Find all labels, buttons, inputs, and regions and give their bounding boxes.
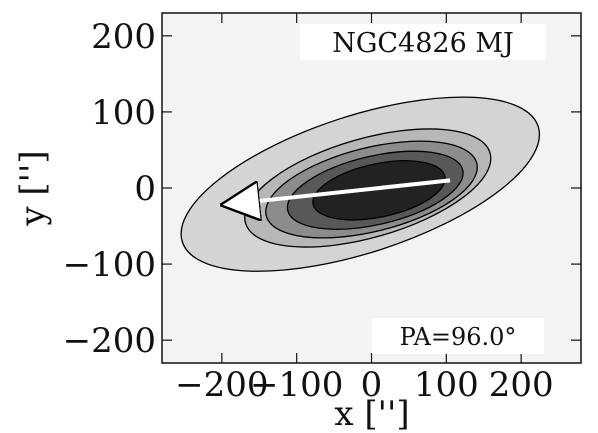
y-tick-label: −200 [63,321,156,361]
arrow-layer [252,178,451,201]
contour-level-5 [312,160,446,221]
x-tick-label: −100 [250,365,343,405]
y-axis-label: y [''] [13,150,53,226]
plot-title: NGC4826 MJ [332,28,514,59]
pa-box [372,318,544,354]
x-axis-label: x [''] [334,394,409,433]
y-tick-label: 0 [134,169,156,209]
tick-layer [162,13,581,363]
x-tick-label: 200 [489,365,554,405]
pa-arrow [252,178,451,201]
x-tick-label: 0 [361,365,383,405]
pa-annotation: PA=96.0° [400,323,517,351]
title-box [300,24,546,60]
x-tick-label: 100 [414,365,479,405]
y-tick-label: 200 [91,17,156,57]
y-tick-label: −100 [63,245,156,285]
x-tick-label: −200 [175,365,268,405]
y-tick-label: 100 [91,93,156,133]
